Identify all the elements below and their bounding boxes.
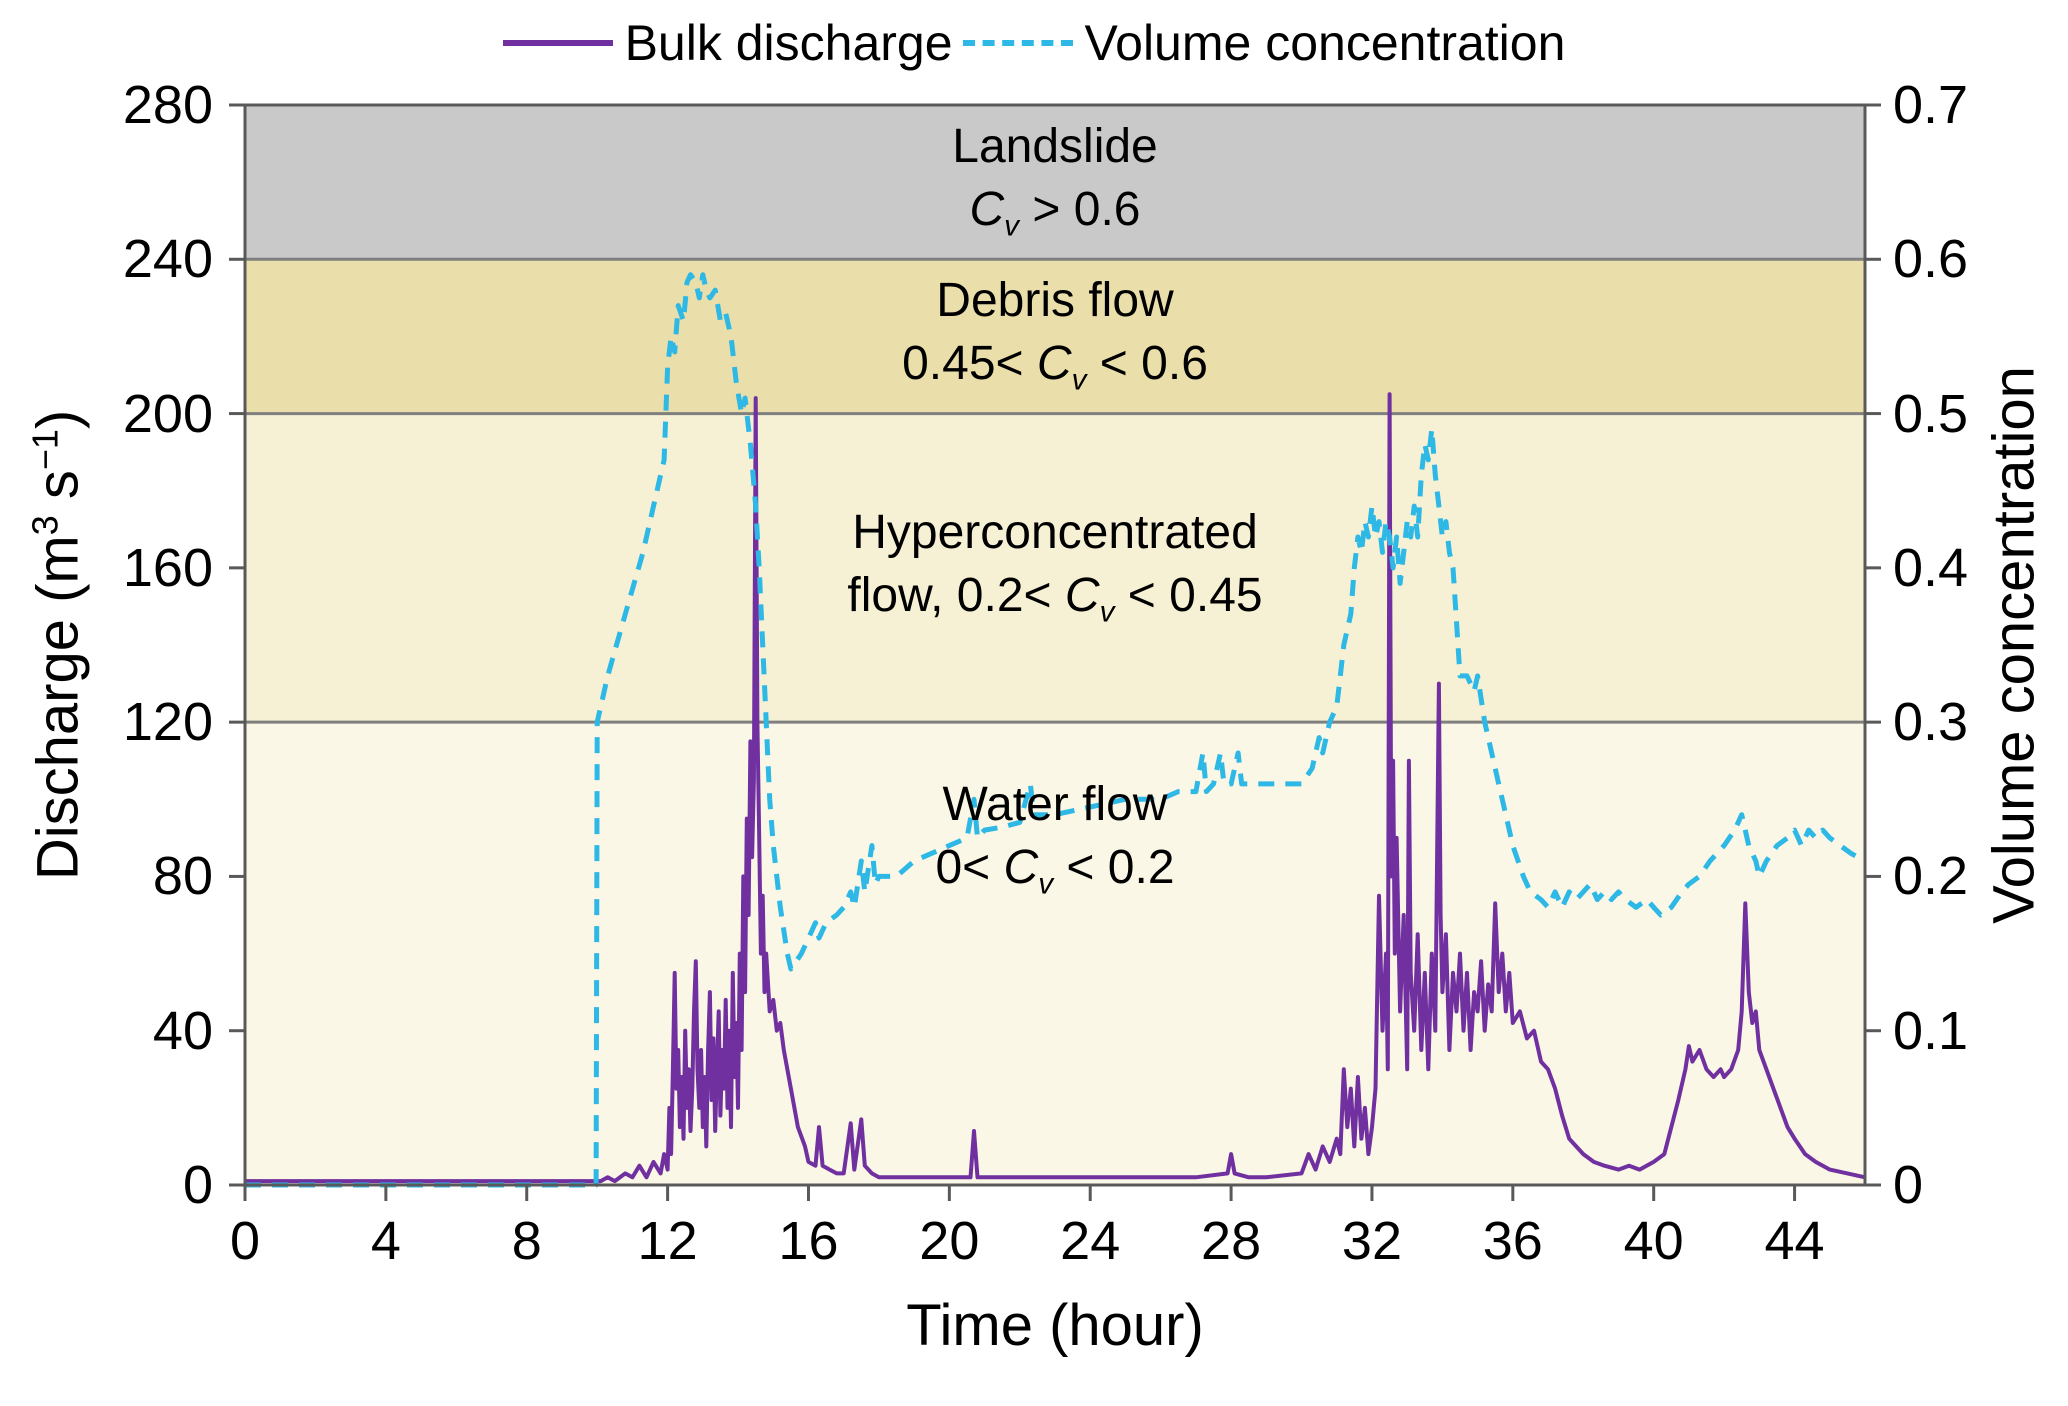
- right-tick-label: 0.3: [1893, 692, 1969, 753]
- bottom-tick-label: 20: [919, 1211, 980, 1271]
- bottom-tick-label: 28: [1201, 1211, 1262, 1271]
- bulk-discharge-line-sample: [502, 40, 613, 46]
- right-tick-label: 0.1: [1893, 1000, 1969, 1061]
- right-tick-label: 0.7: [1893, 75, 1969, 135]
- y-axis-title-right: Volume concentration: [1981, 366, 2048, 924]
- bulk-discharge-line: [245, 392, 1866, 1184]
- left-tick-label: 40: [152, 1000, 213, 1061]
- region-debris-flow: [245, 259, 1865, 414]
- volume-concentration-line-sample: [962, 40, 1073, 46]
- bottom-tick-label: 24: [1060, 1211, 1121, 1271]
- left-tick-label: 0: [182, 1155, 213, 1215]
- region-landslide: [245, 105, 1865, 260]
- right-tick-label: 0: [1893, 1155, 1924, 1215]
- y-axis-title-left: Discharge (m3 s−1): [24, 410, 91, 880]
- left-tick-label: 80: [152, 846, 213, 907]
- right-tick-label: 0.4: [1893, 537, 1969, 598]
- y-axis-title-left-text: s: [25, 470, 91, 516]
- bottom-tick-label: 36: [1482, 1211, 1543, 1271]
- right-tick-label: 0.2: [1893, 846, 1969, 907]
- x-axis-title-text: Time (hour): [906, 1293, 1204, 1358]
- legend-label-volume-concentration: Volume concentration: [1084, 15, 1566, 71]
- left-tick-label: 240: [122, 229, 213, 290]
- bottom-tick-label: 0: [229, 1211, 261, 1271]
- volume-concentration-line: [245, 272, 1867, 1188]
- legend-item-volume-concentration: Volume concentration: [962, 14, 1566, 72]
- bottom-tick-label: 44: [1764, 1211, 1825, 1271]
- right-tick-label: 0.6: [1893, 229, 1969, 290]
- bottom-tick-label: 32: [1341, 1211, 1402, 1271]
- left-tick-label: 280: [122, 75, 213, 135]
- bottom-tick-label: 12: [637, 1211, 698, 1271]
- legend-item-bulk-discharge: Bulk discharge: [502, 14, 953, 72]
- x-axis-title: Time (hour): [245, 1292, 1865, 1359]
- bottom-tick-label: 16: [778, 1211, 839, 1271]
- y-axis-title-right-text: Volume concentration: [1981, 366, 2047, 924]
- y-axis-title-superscript: 3: [24, 515, 66, 536]
- right-tick-label: 0.5: [1893, 383, 1969, 444]
- legend: Bulk discharge Volume concentration: [0, 14, 2068, 72]
- bottom-tick-label: 8: [511, 1211, 542, 1271]
- left-tick-label: 160: [122, 537, 213, 598]
- bottom-tick-label: 4: [370, 1211, 401, 1271]
- left-tick-label: 200: [122, 383, 213, 444]
- bottom-tick-label: 40: [1623, 1211, 1684, 1271]
- region-hyperconcentrated: [245, 413, 1865, 723]
- plot-frame: [243, 103, 1867, 1187]
- region-water-flow: [245, 722, 1865, 1185]
- plot-area: [229, 103, 1881, 1201]
- left-tick-label: 120: [122, 692, 213, 753]
- legend-label-bulk-discharge: Bulk discharge: [624, 15, 953, 71]
